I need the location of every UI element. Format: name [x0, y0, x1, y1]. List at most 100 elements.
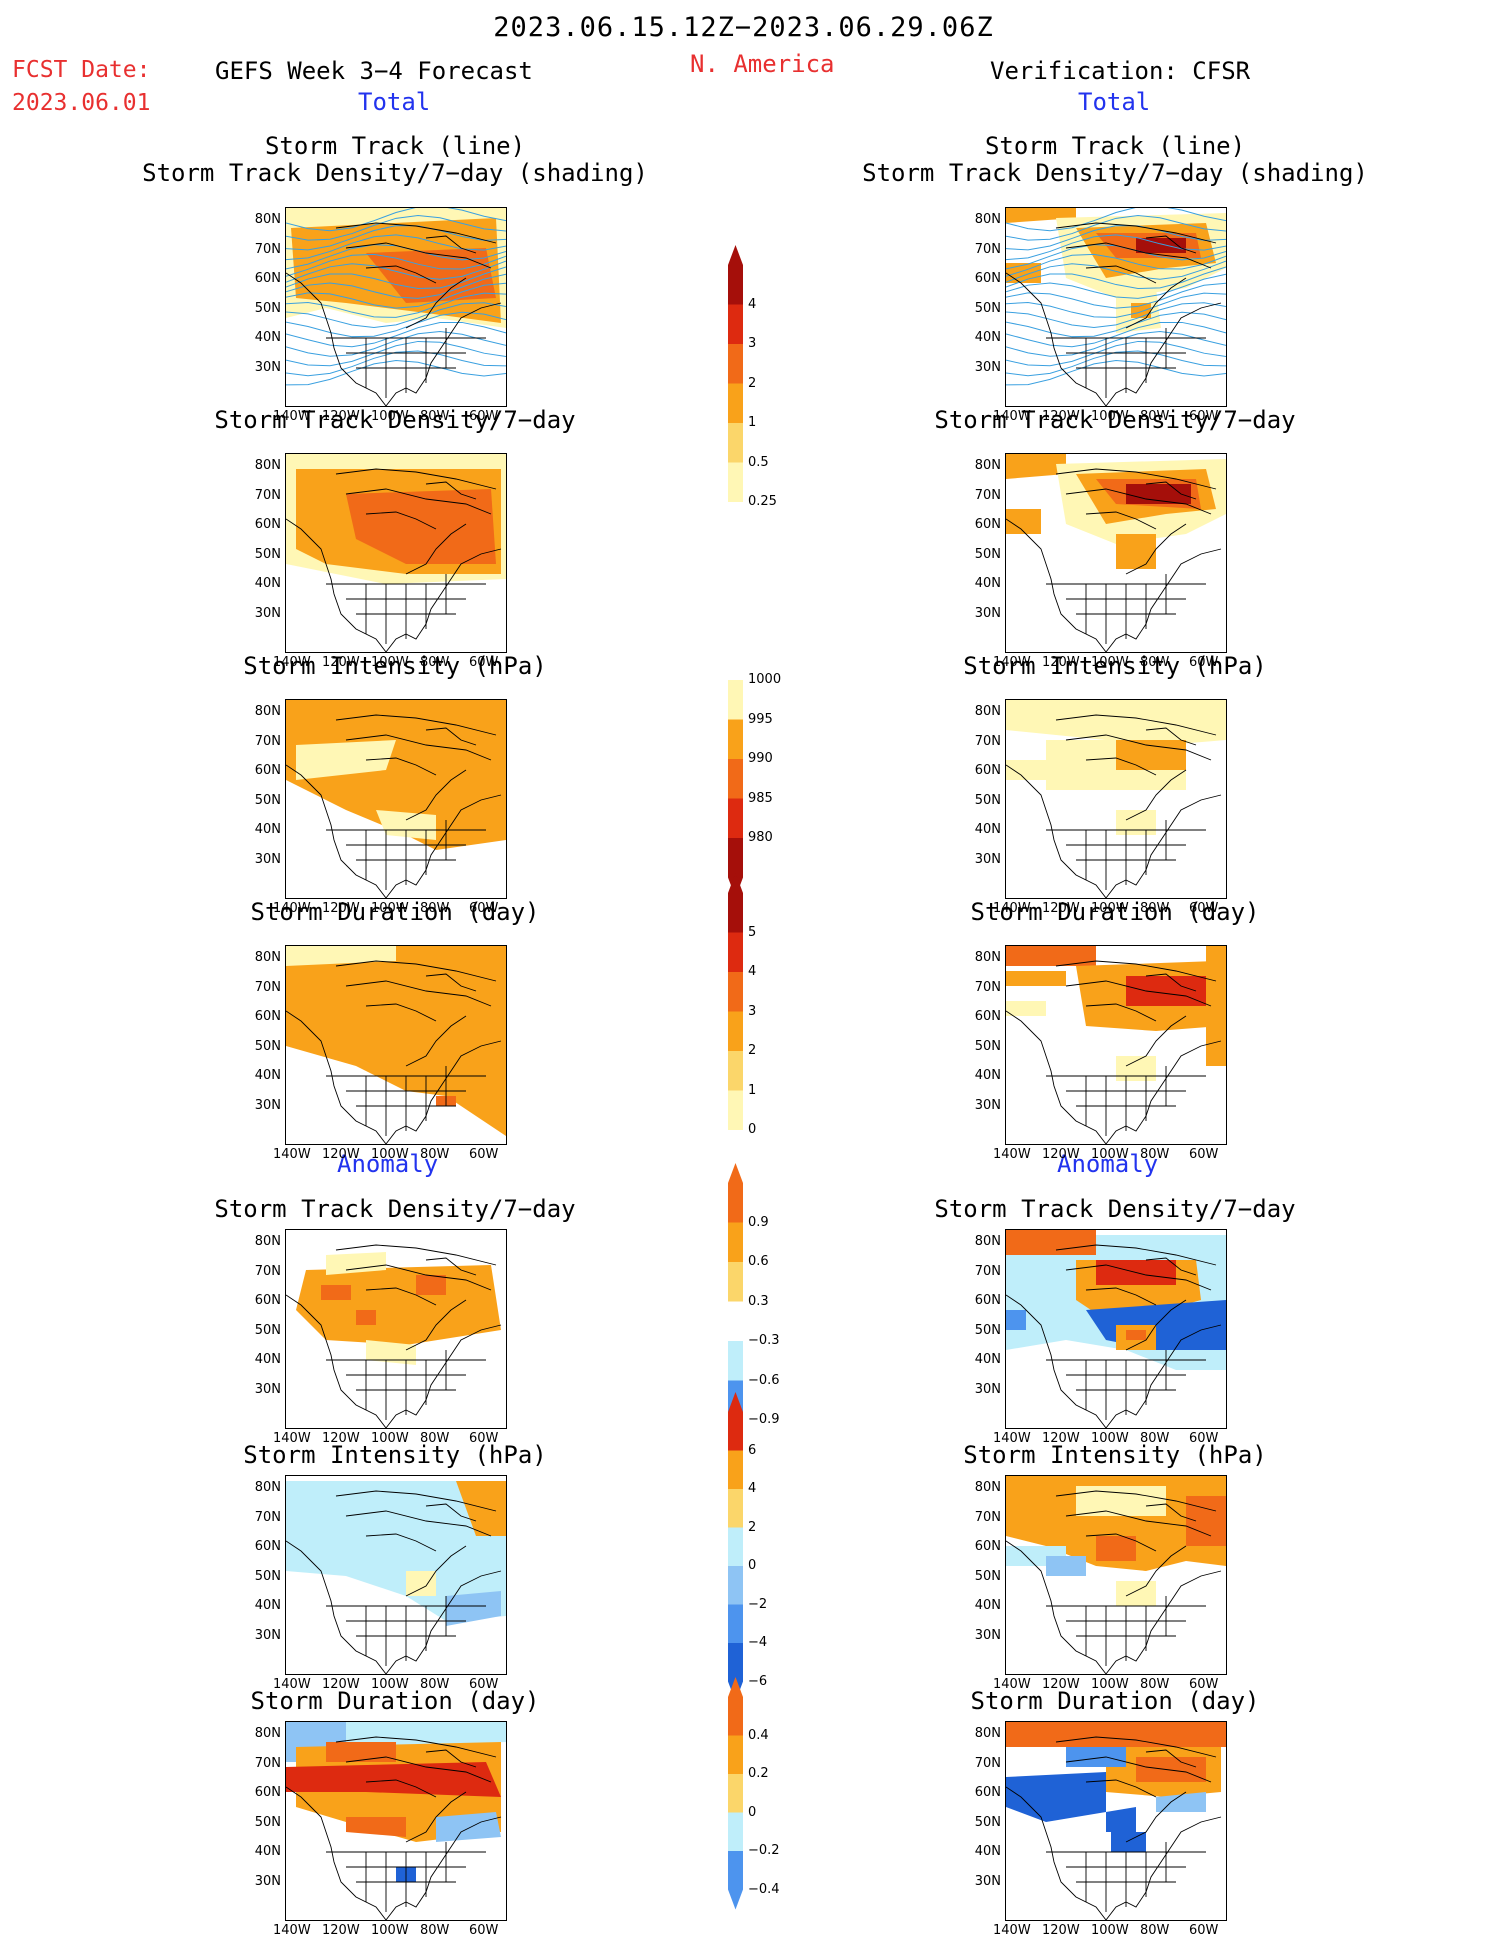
coastlines: [286, 222, 502, 406]
shading-region: [321, 1285, 351, 1300]
lat-tick-label: 60N: [254, 1293, 281, 1308]
coastlines: [1006, 468, 1222, 652]
main-title: 2023.06.15.12Z−2023.06.29.06Z: [493, 12, 994, 43]
shading-region: [1186, 1496, 1226, 1546]
lat-tick-label: 40N: [974, 330, 1001, 345]
colorbar-segment: [728, 1183, 743, 1223]
lon-tick-label: 140W: [273, 655, 311, 670]
lon-tick-label: 80W: [1140, 901, 1170, 916]
lat-tick-label: 70N: [974, 979, 1001, 995]
storm-track-line: [286, 350, 506, 377]
storm-track-line: [1006, 260, 1226, 283]
storm-track-line: [286, 321, 506, 348]
lon-tick-label: 120W: [1042, 655, 1080, 670]
coastlines: [1006, 1736, 1222, 1920]
lat-tick-label: 50N: [974, 546, 1001, 562]
lon-tick-label: 120W: [1042, 1677, 1080, 1692]
lon-tick-label: 120W: [1042, 1923, 1080, 1938]
lon-tick-label: 140W: [993, 1147, 1031, 1162]
storm-track-line: [286, 292, 506, 318]
map-canvas: [1006, 1722, 1226, 1920]
lon-tick-label: 100W: [1091, 1147, 1129, 1162]
shading-region: [296, 1265, 501, 1345]
map-intensity-right: [1005, 699, 1227, 899]
colorbar-label: −2: [748, 1596, 768, 1612]
lon-tick-label: 140W: [273, 1431, 311, 1446]
lat-tick-label: 80N: [974, 212, 1001, 227]
colorbar-segment: [728, 1341, 743, 1381]
lat-tick-label: 30N: [974, 359, 1001, 375]
coastlines: [286, 1736, 502, 1920]
storm-track-line: [286, 331, 506, 357]
shading-region: [346, 1817, 406, 1837]
lat-tick-label: 80N: [254, 1234, 281, 1249]
colorbar-segment: [728, 1412, 743, 1451]
colorbar-label: 3: [748, 1003, 757, 1019]
lat-tick-label: 80N: [974, 1480, 1001, 1495]
shading-region: [1006, 1722, 1226, 1747]
colorbar-label: 4: [748, 964, 757, 979]
shading-region: [436, 1812, 501, 1842]
colorbar-label: −0.9: [748, 1412, 780, 1427]
lat-tick-label: 40N: [254, 822, 281, 837]
colorbar-label: 0: [748, 1804, 757, 1820]
colorbar-label: 3: [748, 336, 757, 351]
colorbar-label: 985: [748, 790, 773, 806]
lat-tick-label: 40N: [254, 1598, 281, 1613]
map-canvas: [286, 1481, 506, 1674]
lat-tick-label: 60N: [974, 1009, 1001, 1024]
map-canvas: [286, 1722, 506, 1920]
lat-tick-label: 40N: [974, 822, 1001, 837]
lon-tick-label: 80W: [420, 1431, 450, 1446]
colorbar-segment: [728, 1812, 743, 1851]
shading-region: [326, 1742, 396, 1762]
lat-tick-label: 40N: [974, 1844, 1001, 1859]
colorbar-segment: [728, 265, 743, 305]
lat-tick-label: 60N: [974, 271, 1001, 286]
lat-tick-label: 60N: [974, 1539, 1001, 1554]
lon-tick-label: 140W: [993, 1677, 1031, 1692]
colorbar-graphic: [728, 873, 743, 1130]
lat-tick-label: 50N: [254, 1322, 281, 1338]
map-intensity-anom-left: [285, 1475, 507, 1675]
map-duration-anom-left: [285, 1721, 507, 1921]
shading-region: [346, 489, 496, 564]
colorbar-segment: [728, 1301, 743, 1341]
storm-track-line: [1006, 292, 1226, 318]
colorbar-segment: [728, 1090, 743, 1130]
coastlines: [1006, 960, 1222, 1144]
lon-tick-label: 100W: [1091, 655, 1129, 670]
colorbar-label: 0.6: [748, 1254, 769, 1269]
colorbar-label: −0.6: [748, 1372, 780, 1388]
section-anomaly-right: Anomaly: [1057, 1150, 1159, 1178]
colorbar-label: 0: [748, 1122, 757, 1137]
shading-region: [286, 946, 396, 966]
title-duration-anom-right: Storm Duration (day): [970, 1687, 1260, 1715]
colorbar-segment: [728, 932, 743, 972]
storm-track-line: [1006, 273, 1226, 299]
shading-region: [1006, 971, 1066, 986]
colorbar-label: 995: [748, 711, 773, 727]
shading-region: [1116, 1056, 1156, 1081]
lat-tick-label: 70N: [254, 487, 281, 503]
coastlines: [286, 1244, 502, 1428]
lat-tick-label: 60N: [974, 1785, 1001, 1800]
colorbar-label: 1: [748, 415, 757, 430]
lat-tick-label: 70N: [254, 1755, 281, 1771]
map-density-anom-left: [285, 1229, 507, 1429]
lat-tick-label: 60N: [254, 271, 281, 286]
shading-region: [1006, 1001, 1046, 1016]
lat-tick-label: 30N: [254, 1873, 281, 1889]
lat-tick-label: 30N: [974, 1873, 1001, 1889]
colorbar-segment: [728, 383, 743, 423]
storm-track-line: [1006, 253, 1226, 277]
colorbar-label: 0.3: [748, 1293, 769, 1309]
shading-region: [1006, 509, 1041, 534]
colorbar-label: 980: [748, 830, 773, 845]
storm-track-line: [286, 225, 506, 251]
lon-tick-label: 120W: [1042, 1147, 1080, 1162]
storm-track-line: [1006, 225, 1226, 251]
colorbar-label: 0.25: [748, 494, 777, 509]
lat-tick-label: 40N: [254, 1844, 281, 1859]
colorbar-graphic: [728, 1677, 743, 1910]
